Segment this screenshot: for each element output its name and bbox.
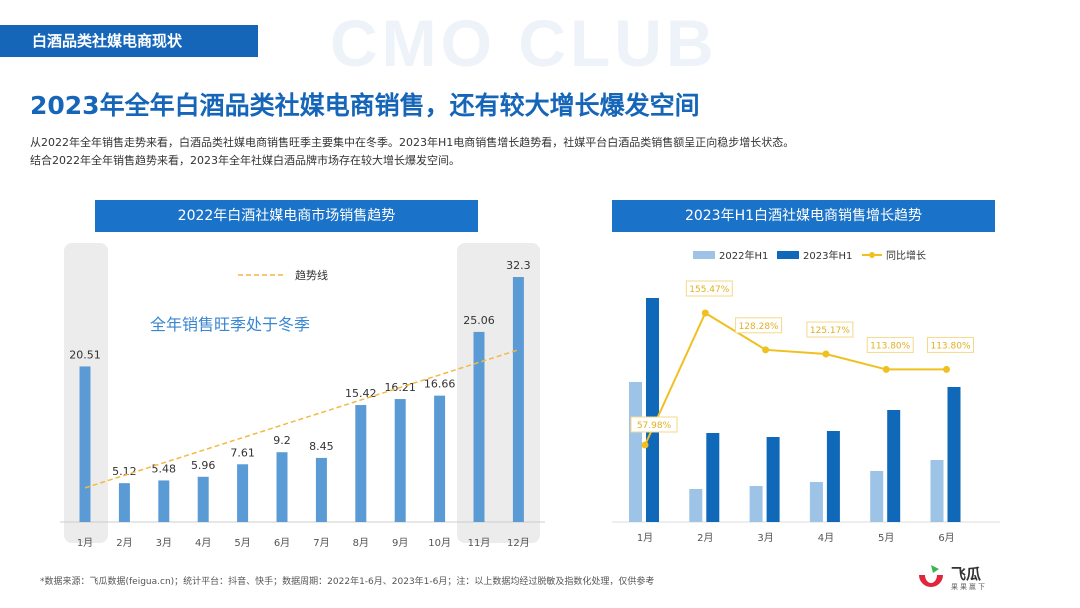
description-line: 结合2022年全年销售趋势来看，2023年全年社媒白酒品牌市场存在较大增长爆发空… <box>30 154 460 167</box>
data-label-box <box>630 416 678 433</box>
bar-2022 <box>749 486 763 522</box>
legend-trend-label: 趋势线 <box>295 268 328 282</box>
x-tick-label: 4月 <box>195 537 211 549</box>
bar <box>197 476 209 522</box>
x-tick-label: 1月 <box>77 537 93 549</box>
bar-2023 <box>766 437 780 522</box>
growth-point <box>943 365 950 373</box>
bar <box>512 277 524 522</box>
bar <box>118 483 130 522</box>
x-tick-label: 2月 <box>116 537 132 549</box>
bar-2023 <box>706 433 720 522</box>
x-tick-label: 4月 <box>818 532 834 544</box>
data-label: 5.48 <box>152 462 177 475</box>
data-label: 5.12 <box>112 465 137 478</box>
growth-point <box>701 309 709 317</box>
data-label: 7.61 <box>230 446 255 459</box>
growth-point <box>822 350 830 358</box>
legend-line-marker <box>869 252 875 258</box>
data-label-box <box>735 317 783 334</box>
chart2-title: 2023年H1白酒社媒电商销售增长趋势 <box>612 200 995 232</box>
description-line: 从2022年全年销售走势来看，白酒品类社媒电商销售旺季主要集中在冬季。2023年… <box>30 136 795 149</box>
legend-label: 2022年H1 <box>719 249 768 262</box>
bar <box>394 399 406 522</box>
x-tick-label: 3月 <box>156 537 172 549</box>
growth-point <box>762 346 770 354</box>
x-tick-label: 9月 <box>392 537 408 549</box>
logo-slogan: 果果赢下 <box>951 583 987 591</box>
data-label: 20.51 <box>69 348 101 361</box>
x-tick-label: 5月 <box>234 537 250 549</box>
data-label: 113.80% <box>930 341 970 351</box>
x-tick-label: 6月 <box>274 537 290 549</box>
annotation: 全年销售旺季处于冬季 <box>150 315 310 334</box>
bar-2022 <box>629 382 642 522</box>
data-label-box <box>866 336 914 353</box>
data-label: 9.2 <box>273 434 291 447</box>
legend-swatch <box>777 251 799 259</box>
legend-swatch <box>693 251 715 259</box>
bar-2023 <box>887 410 901 522</box>
bar <box>434 395 446 522</box>
bar-2023 <box>947 387 961 522</box>
legend-label: 2023年H1 <box>803 249 852 262</box>
data-label-box <box>806 321 854 338</box>
logo-name: 飞瓜 <box>951 565 982 583</box>
data-label: 15.42 <box>345 387 377 400</box>
data-label: 57.98% <box>637 421 672 431</box>
data-label: 16.66 <box>424 378 456 391</box>
logo-icon <box>919 565 943 587</box>
bar <box>158 480 170 522</box>
bar <box>276 452 288 522</box>
legend-label: 同比增长 <box>886 249 926 262</box>
x-tick-label: 6月 <box>938 532 954 544</box>
bar-2022 <box>870 471 884 522</box>
data-label: 8.45 <box>309 440 334 453</box>
bar <box>315 457 327 522</box>
data-label: 155.47% <box>689 285 729 295</box>
growth-line <box>644 311 947 446</box>
trend-line <box>84 349 519 489</box>
bar-2022 <box>809 482 823 522</box>
data-label: 128.28% <box>739 322 779 332</box>
x-tick-label: 2月 <box>697 532 713 544</box>
data-label: 113.80% <box>870 341 910 351</box>
x-tick-label: 10月 <box>428 537 451 549</box>
x-tick-label: 11月 <box>468 537 491 549</box>
watermark: CMO CLUB <box>330 6 718 80</box>
bar <box>237 464 249 522</box>
section-tag: 白酒品类社媒电商现状 <box>0 25 258 57</box>
bar-2022 <box>930 460 944 522</box>
x-tick-label: 3月 <box>757 532 773 544</box>
data-label: 5.96 <box>191 459 216 472</box>
chart1-title: 2022年白酒社媒电商市场销售趋势 <box>95 200 478 232</box>
x-tick-label: 7月 <box>313 537 329 549</box>
data-label: 25.06 <box>463 314 495 327</box>
growth-point <box>882 365 890 373</box>
footnote: *数据来源：飞瓜数据(feigua.cn)；统计平台：抖音、快手；数据周期：20… <box>40 577 655 587</box>
data-label: 125.17% <box>810 326 850 336</box>
data-label-box <box>927 336 974 353</box>
data-label-box <box>685 280 733 297</box>
x-tick-label: 12月 <box>507 537 530 549</box>
bar <box>355 405 367 522</box>
x-tick-label: 1月 <box>637 532 653 544</box>
bar-2023 <box>826 431 840 522</box>
bar-2023 <box>646 298 659 522</box>
description: 从2022年全年销售走势来看，白酒品类社媒电商销售旺季主要集中在冬季。2023年… <box>30 134 1070 170</box>
x-tick-label: 8月 <box>353 537 369 549</box>
growth-point <box>641 441 649 449</box>
highlight-panel <box>457 243 540 543</box>
data-label: 32.3 <box>506 259 531 272</box>
page-title: 2023年全年白酒品类社媒电商销售，还有较大增长爆发空间 <box>30 91 700 120</box>
bar-2022 <box>689 489 703 522</box>
bar <box>79 366 91 522</box>
bar <box>473 331 485 522</box>
logo: 飞瓜 果果赢下 <box>915 563 1045 595</box>
x-tick-label: 5月 <box>878 532 894 544</box>
